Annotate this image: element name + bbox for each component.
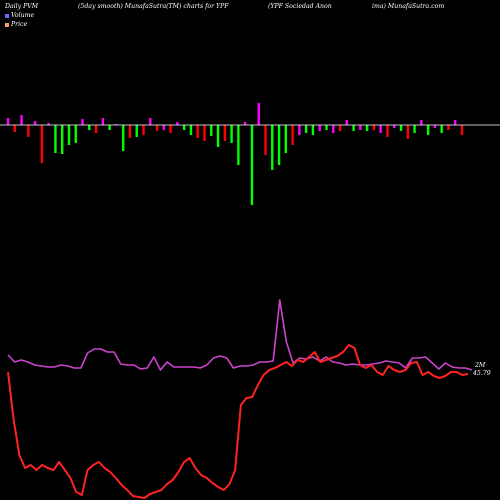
volume-bar (40, 125, 44, 163)
volume-bar (338, 125, 342, 131)
volume-bar (304, 125, 308, 133)
volume-bar (149, 118, 152, 125)
volume-bar (291, 125, 294, 145)
volume-bar (54, 125, 57, 153)
pvm-series-line (7, 299, 473, 371)
volume-bar (345, 120, 349, 125)
volume-bar (257, 103, 260, 125)
volume-bar (426, 125, 430, 135)
volume-bar (250, 125, 254, 205)
volume-bar (210, 125, 213, 136)
end-label-price: 45.79 (472, 370, 491, 377)
legend-volume-swatch (5, 13, 9, 18)
volume-bar (74, 125, 77, 143)
volume-bar (115, 124, 118, 125)
volume-bar (406, 125, 409, 139)
chart-title-company: (YPF Sociedad Anon (268, 3, 332, 10)
volume-bar (189, 125, 193, 135)
volume-bar (162, 125, 166, 130)
volume-bar (88, 125, 91, 130)
volume-bar (447, 125, 450, 130)
volume-bar (135, 125, 138, 137)
volume-bar (142, 125, 145, 135)
volume-bar (271, 125, 274, 170)
volume-bar (243, 122, 247, 125)
volume-bar (223, 125, 227, 141)
volume-bar (47, 123, 50, 125)
legend-price-label: Price (11, 21, 28, 28)
volume-bar (393, 125, 396, 128)
volume-bar (318, 125, 321, 131)
volume-bar (440, 125, 443, 133)
volume-bar (386, 125, 389, 137)
legend-price-swatch (5, 22, 9, 27)
volume-bar (237, 125, 240, 165)
volume-bar (352, 125, 355, 131)
legend-volume-label: Volume (11, 12, 35, 19)
volume-bar (413, 125, 416, 133)
volume-bar (20, 115, 23, 125)
legend-price: Price (5, 21, 27, 28)
volume-bar (13, 125, 16, 132)
volume-bar (277, 125, 281, 165)
volume-bar (379, 125, 382, 133)
volume-bar (176, 122, 179, 125)
volume-bar (230, 125, 233, 143)
volume-bar (284, 125, 288, 153)
chart-title-site: ima) MunafaSutra.com (372, 3, 445, 10)
volume-bar (121, 125, 125, 151)
volume-bar (196, 125, 199, 138)
volume-bar (169, 125, 172, 133)
volume-bar (203, 125, 206, 141)
volume-bar (101, 118, 105, 125)
volume-bar (155, 125, 159, 131)
volume-bar (264, 125, 267, 155)
volume-bar (94, 125, 98, 133)
volume-bar (359, 125, 362, 130)
volume-bar (182, 125, 186, 130)
volume-bar (399, 125, 403, 131)
price-series-line (7, 344, 469, 499)
volume-bar (128, 125, 132, 138)
volume-bar (108, 125, 111, 130)
volume-bar (433, 125, 437, 128)
volume-bar (216, 125, 220, 147)
volume-bar (372, 125, 376, 130)
end-label-volume: 2M (474, 362, 486, 369)
chart-title-main: (5day smooth) MunafaSutra(TM) charts for… (78, 3, 229, 10)
volume-bar (454, 120, 457, 125)
volume-bar (61, 125, 64, 154)
volume-bar (460, 125, 464, 135)
volume-bar (420, 120, 423, 125)
chart-title-left: Daily PVM (5, 3, 39, 10)
volume-bar (81, 119, 84, 125)
volume-bar (311, 125, 315, 135)
volume-bar (6, 118, 10, 125)
legend-volume: Volume (5, 12, 34, 19)
volume-bar (332, 125, 335, 133)
volume-bars (6, 103, 464, 205)
volume-bar (33, 121, 37, 125)
volume-bar (298, 125, 301, 135)
volume-bar (27, 125, 30, 137)
volume-bar (365, 125, 369, 131)
volume-bar (325, 125, 328, 130)
volume-bar (67, 125, 71, 145)
